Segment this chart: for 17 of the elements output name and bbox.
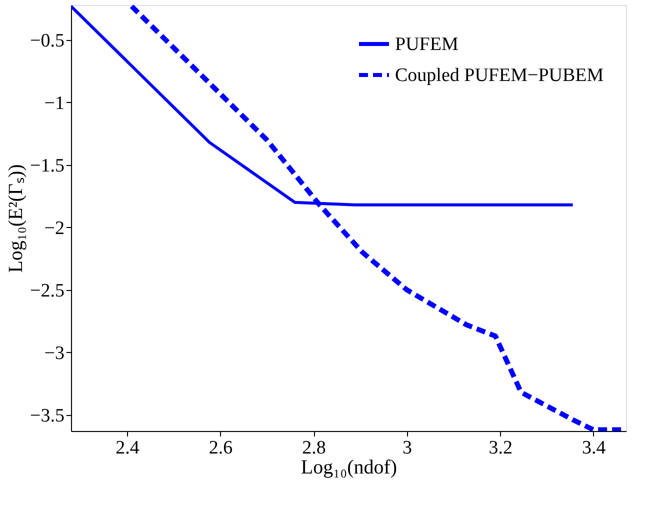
x-tick-label: 3.2 <box>488 438 512 458</box>
x-tick-label: 2.8 <box>302 438 326 458</box>
y-tick-label: −1.5 <box>30 155 64 176</box>
y-axis-title: Log₁₀(E²(Γₛ)) <box>5 164 28 273</box>
x-tick-label: 2.4 <box>116 438 140 458</box>
x-tick-label: 2.6 <box>208 438 233 458</box>
y-tick-label: −3.5 <box>30 405 64 426</box>
x-tick-label: 3.4 <box>582 438 606 458</box>
x-tick-label: 3 <box>402 438 412 458</box>
y-tick-label: −3 <box>44 342 64 364</box>
y-tick-label: −2.5 <box>30 280 64 302</box>
y-tick-label: −2 <box>44 218 64 239</box>
legend-label: PUFEM <box>395 34 458 55</box>
y-tick-label: −0.5 <box>30 30 64 52</box>
legend-label: Coupled PUFEM−PUBEM <box>395 65 604 86</box>
y-tick-label: −1 <box>44 92 64 114</box>
x-axis-title: Log₁₀(ndof) <box>300 456 398 478</box>
